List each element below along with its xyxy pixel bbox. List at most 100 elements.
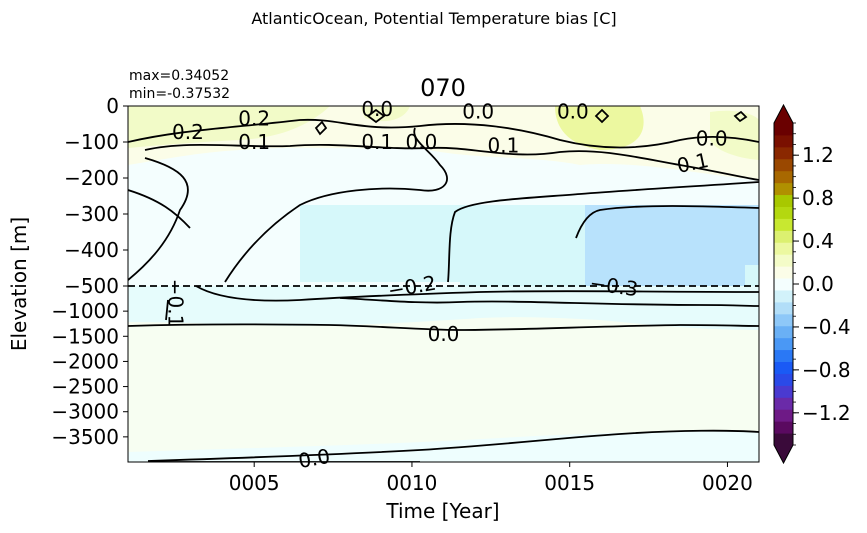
colorbar-band: [774, 266, 793, 279]
contour-line: [144, 143, 759, 181]
y-tick-label: −200: [64, 166, 119, 190]
colorbar-band: [774, 385, 793, 398]
contour-marker: [733, 110, 748, 123]
contour-line: [447, 181, 759, 283]
colorbar-tick-label: 0.0: [802, 272, 834, 296]
x-tick-label: 0015: [544, 471, 595, 495]
contour-label: 0.1: [361, 130, 393, 154]
colorbar-band: [774, 254, 793, 267]
colorbar-band: [774, 206, 793, 219]
colorbar-band: [774, 158, 793, 172]
contour-line: [128, 157, 189, 281]
colorbar-extend-min: [774, 445, 793, 463]
fill-region-near-zero-lower: [128, 286, 759, 462]
contour-lines: [128, 108, 759, 462]
colorbar: 1.2 0.8 0.4 0.0 −0.4 −0.8 −1.2: [773, 103, 851, 465]
fill-region-cool-lower: [128, 286, 759, 330]
contour-marker: [314, 120, 328, 136]
stat-max: max=0.34052: [129, 68, 229, 84]
fill-region-warm-far-right: [710, 110, 759, 160]
figure-suptitle: AtlanticOcean, Potential Temperature bia…: [251, 9, 616, 28]
colorbar-band: [774, 421, 793, 434]
colorbar-tick-label: −1.2: [802, 401, 851, 425]
contour-label: 0.1: [238, 130, 270, 154]
colorbar-tick-label: 0.4: [802, 229, 834, 253]
x-axis: 0005 0010 0015 0020: [229, 462, 753, 495]
contour-label: 0.0: [296, 444, 331, 473]
colorbar-tick-label: 1.2: [802, 143, 834, 167]
contour-line: [575, 205, 759, 239]
contour-label: 0.0: [696, 126, 728, 150]
colorbar-tick-label: 0.8: [802, 186, 834, 210]
colorbar-band: [774, 409, 793, 422]
x-tick-label: 0010: [386, 471, 437, 495]
stat-min: min=-0.37532: [129, 86, 230, 102]
colorbar-band: [774, 146, 793, 160]
contour-line: [147, 429, 759, 462]
y-tick-label: −2500: [51, 375, 119, 399]
colorbar-band: [774, 182, 793, 196]
y-tick-label: −3000: [51, 400, 119, 424]
contour-marker: [366, 108, 386, 124]
colorbar-tick-label: −0.4: [802, 315, 851, 339]
contour-label: 0.1: [488, 134, 520, 158]
y-tick-label: −500: [64, 274, 119, 298]
x-tick-label: 0005: [229, 471, 280, 495]
colorbar-band: [774, 242, 793, 255]
colorbar-extend-max: [774, 105, 793, 123]
y-tick-label: −1500: [51, 324, 119, 348]
x-tick-label: 0020: [702, 471, 753, 495]
plot-area: 0.20.20.10.00.1 0.00.0 0.00.1 0.00.1−0.1 −0.…: [127, 97, 760, 473]
contour-line: [224, 127, 448, 283]
colorbar-band: [774, 170, 793, 184]
contour-line: [165, 299, 169, 321]
y-axis: 0 −100 −200 −300 −400 −500−1000−1500−2000−250…: [51, 94, 128, 449]
plot-title: 070: [420, 74, 466, 102]
contour-line: [128, 118, 759, 149]
contour-label-layer: 0.20.20.10.00.1 0.00.0 0.00.1 0.00.1−0.1 −0.…: [163, 97, 727, 473]
colorbar-band: [774, 325, 793, 339]
y-tick-label: −100: [64, 130, 119, 154]
y-axis-label: Elevation [m]: [7, 217, 31, 351]
fill-region-coldest: [585, 205, 759, 286]
contour-label: 0.2: [172, 120, 204, 144]
colorbar-band: [774, 397, 793, 410]
contour-label: 0.0: [428, 322, 460, 346]
colorbar-band: [774, 349, 793, 363]
fill-region-bottom-cool: [128, 431, 759, 462]
contour-line: [195, 285, 759, 302]
colorbar-band: [774, 361, 793, 374]
colorbar-band: [774, 373, 793, 386]
y-tick-label: −3500: [51, 425, 119, 449]
contour-label: −0.1: [163, 279, 187, 328]
colorbar-band: [774, 337, 793, 351]
contour-line: [128, 189, 191, 229]
fill-region-warm-right: [555, 106, 644, 150]
contour-label: 0.0: [557, 99, 589, 123]
colorbar-band: [774, 134, 793, 148]
colorbar-band: [774, 433, 793, 446]
fill-region-warm-top-mid: [360, 106, 410, 122]
colorbar-band: [774, 123, 793, 136]
y-tick-label: −400: [64, 238, 119, 262]
colorbar-band: [774, 218, 793, 231]
y-tick-label: −1000: [51, 299, 119, 323]
colorbar-band: [774, 230, 793, 243]
colorbar-band: [774, 194, 793, 207]
colorbar-band: [774, 289, 793, 303]
y-tick-label: 0: [106, 94, 119, 118]
y-tick-label: −300: [64, 202, 119, 226]
colorbar-band: [774, 301, 793, 315]
contour-line: [339, 297, 759, 307]
colorbar-tick-label: −0.8: [802, 358, 851, 382]
plot-frame: [127, 105, 760, 463]
contour-line: [128, 323, 759, 331]
colorbar-band: [774, 278, 793, 291]
y-tick-label: −2000: [51, 349, 119, 373]
bias-fill-layer: [128, 106, 759, 462]
contour-marker: [594, 108, 610, 124]
colorbar-band: [774, 313, 793, 327]
contour-label: 0.0: [406, 130, 438, 154]
fill-region-cool-mid: [300, 205, 460, 282]
